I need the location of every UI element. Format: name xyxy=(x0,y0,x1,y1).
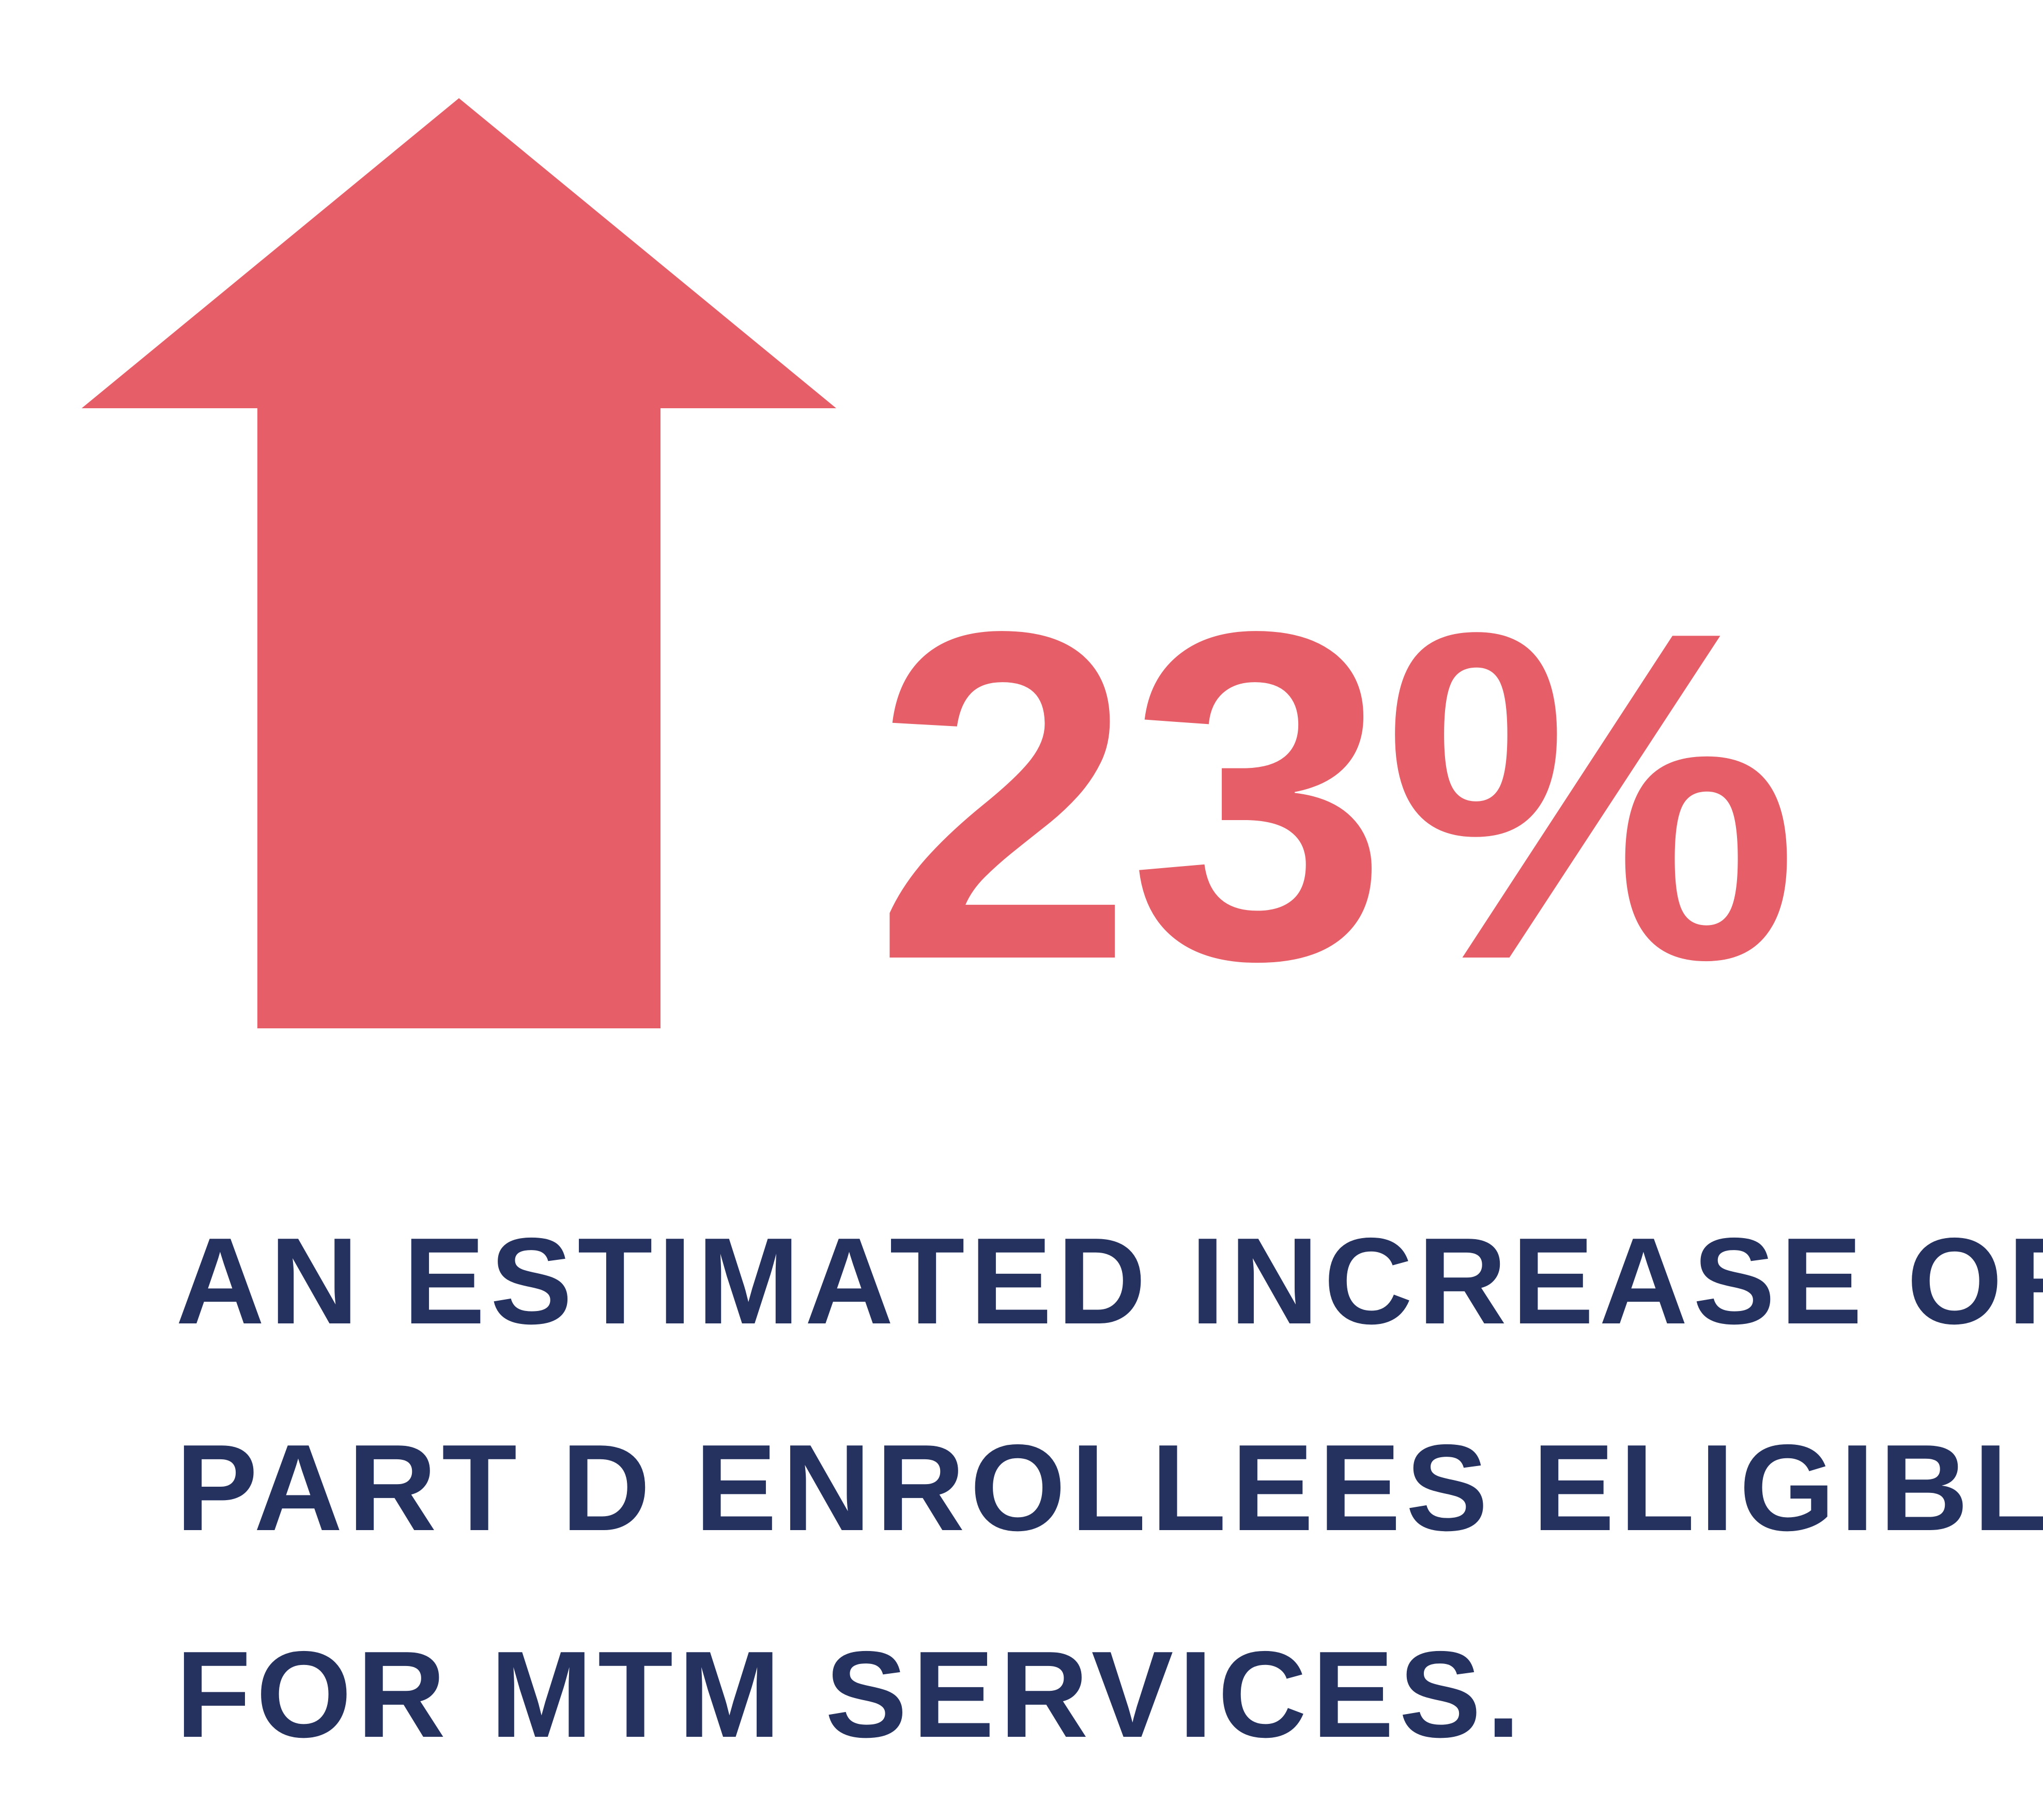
caption: AN ESTIMATED INCREASE OF PART D ENROLLEE… xyxy=(176,1178,2043,1798)
caption-line-2: PART D ENROLLEES ELIGIBLE xyxy=(176,1420,2043,1556)
stat-value: 23% xyxy=(873,534,1799,1057)
caption-line-1: AN ESTIMATED INCREASE OF xyxy=(176,1213,2043,1350)
up-arrow-icon xyxy=(82,98,836,1028)
up-arrow-shape xyxy=(82,98,836,1028)
caption-line-3: FOR MTM SERVICES. xyxy=(176,1626,1526,1763)
